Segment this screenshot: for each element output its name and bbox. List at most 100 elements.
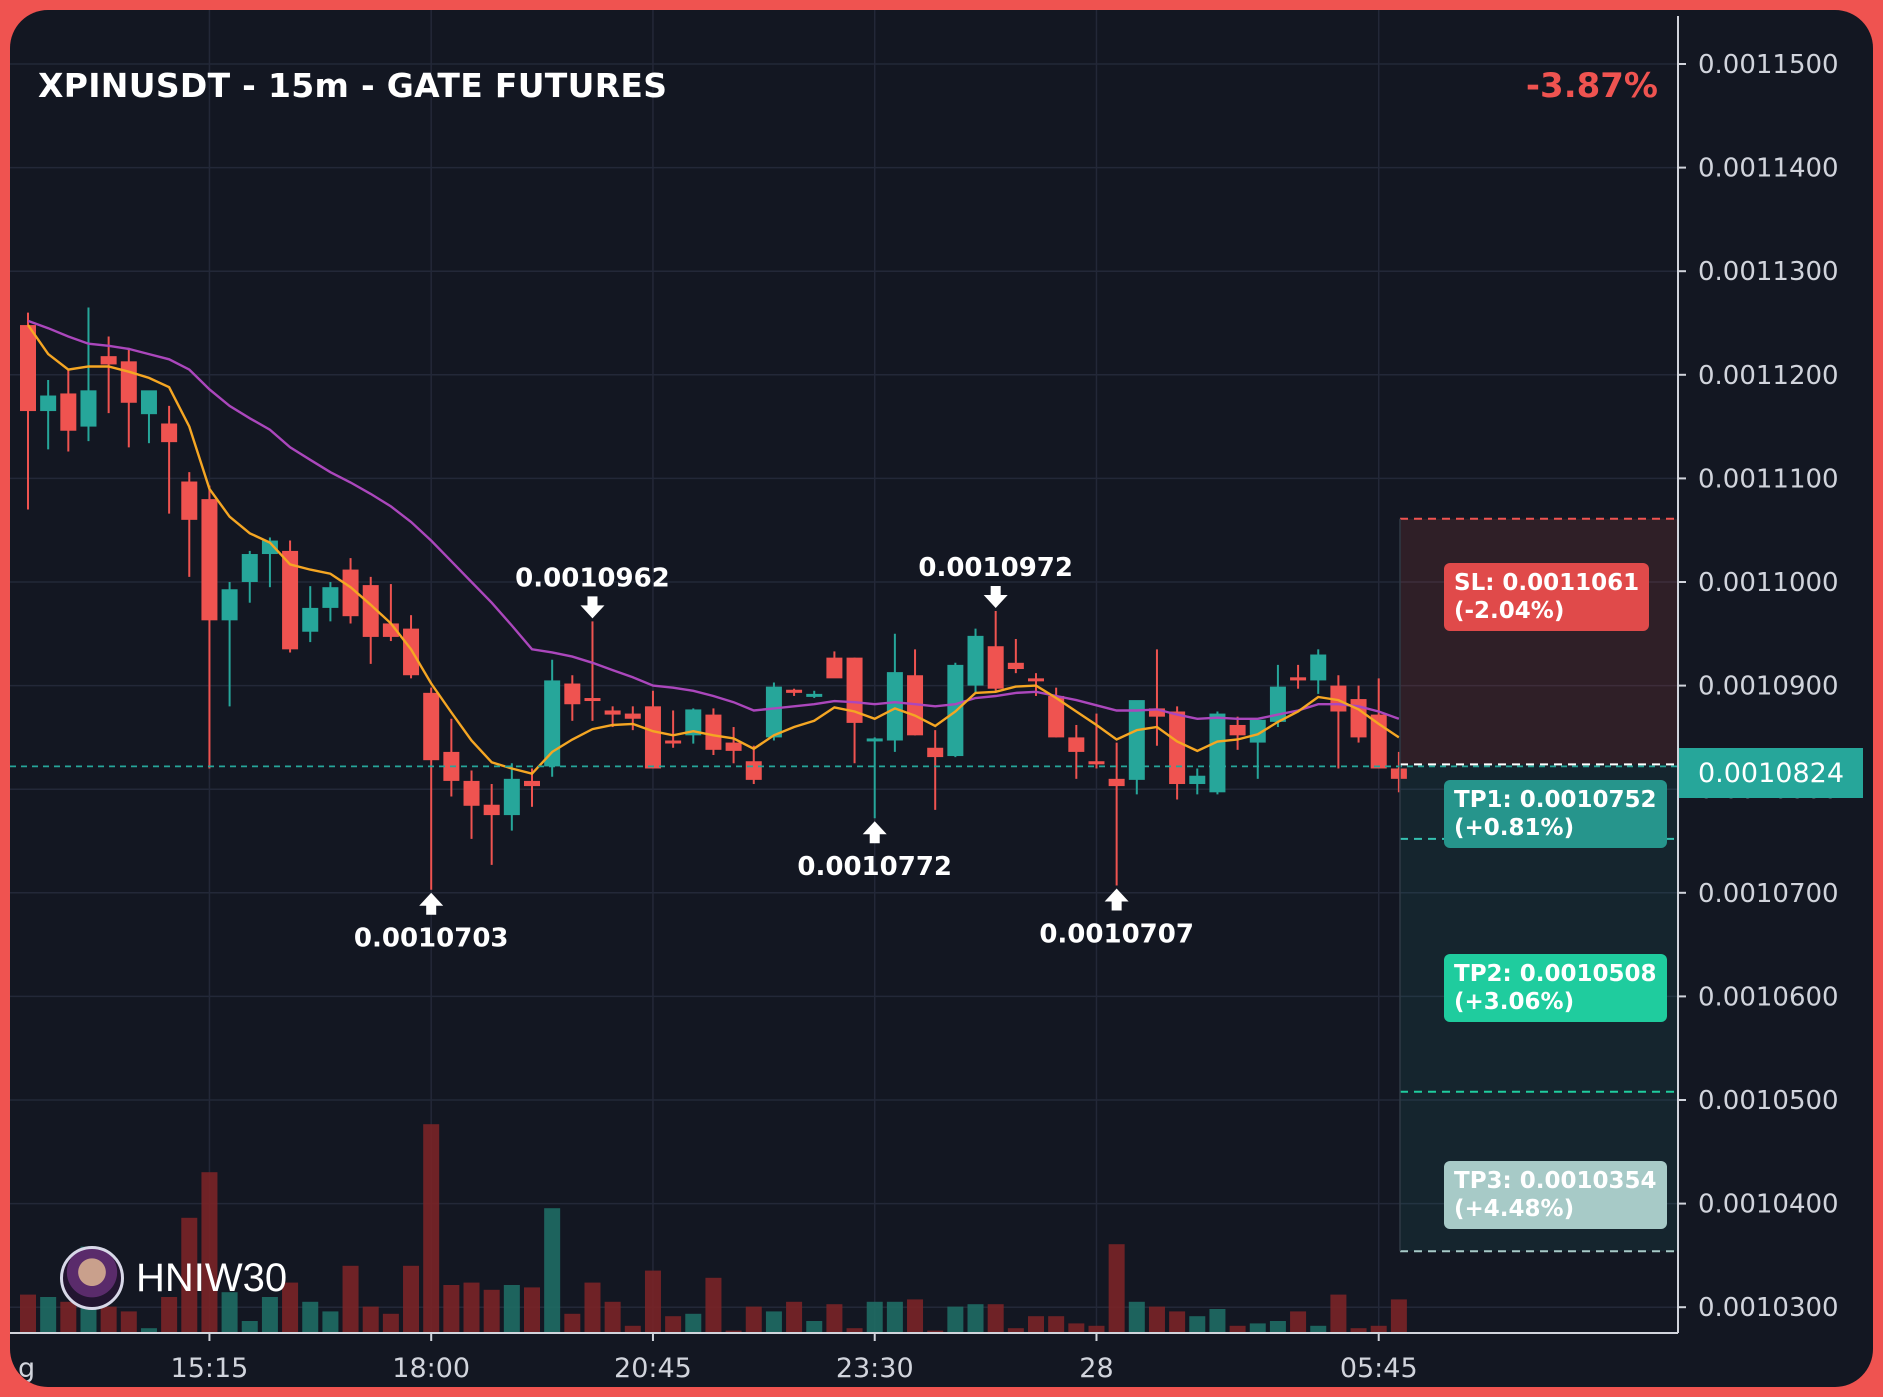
moving-averages (27, 319, 1400, 776)
volume-bar (745, 1306, 762, 1333)
sl-label: SL: 0.0011061 (-2.04%) (1444, 563, 1650, 631)
volume-bar (866, 1301, 883, 1333)
candle (201, 485, 218, 769)
volume-bar (1128, 1301, 1145, 1333)
arrow-up-icon (1104, 888, 1129, 911)
price-change: -3.87% (1525, 66, 1658, 106)
candle (161, 405, 178, 514)
candle (786, 688, 803, 696)
candle (241, 550, 258, 603)
candle-body (826, 657, 843, 679)
candle-body (1189, 775, 1206, 785)
volume-bar (624, 1325, 641, 1333)
candle (1229, 716, 1246, 750)
y-tick-label: 0.0011100 (1698, 464, 1839, 494)
candle (886, 633, 903, 752)
current-price-badge: 0.0010824 (1679, 748, 1863, 798)
volume-bar (665, 1316, 682, 1333)
volume-bar (644, 1270, 661, 1333)
candle (1007, 638, 1024, 674)
candle (443, 718, 460, 797)
volume-bar (302, 1301, 319, 1333)
annotation-text: 0.0010707 (1039, 920, 1194, 950)
y-tick-label: 0.0011300 (1698, 257, 1839, 287)
price-annotations: 0.0010962 0.0010972 0.0010703 0.0010772 0.00… (354, 553, 1194, 954)
watermark: HNIW30 (60, 1246, 287, 1310)
candle (80, 307, 97, 442)
volume-bar (846, 1328, 863, 1333)
volume-bar (524, 1287, 540, 1333)
x-tick-label: 28 (1079, 1353, 1113, 1384)
candle-body (765, 686, 782, 738)
volume-bar (463, 1282, 480, 1333)
candle-body (1007, 662, 1024, 670)
volume-bar (161, 1297, 178, 1333)
candle-body (987, 646, 1004, 689)
volume-bar (564, 1313, 581, 1333)
candle (907, 649, 924, 736)
watermark-name: HNIW30 (136, 1255, 288, 1300)
volume-bar (1189, 1316, 1206, 1333)
chart-frame: 0.0010962 0.0010972 0.0010703 0.0010772 0.00… (10, 10, 1873, 1387)
candle-body (564, 683, 581, 705)
volume-bar (503, 1285, 520, 1333)
candle (20, 312, 36, 510)
volume-bar (1269, 1321, 1286, 1333)
candle (765, 682, 782, 741)
volume-bar (1390, 1299, 1407, 1333)
volume-bar (322, 1311, 339, 1333)
x-tick-label: 15:15 (171, 1353, 249, 1384)
volume-bar (967, 1304, 984, 1333)
candle (826, 651, 843, 679)
candle-body (201, 499, 218, 621)
candle-body (322, 587, 339, 608)
candle (1189, 768, 1206, 795)
candle (927, 730, 944, 810)
y-tick-label: 0.0010500 (1698, 1086, 1839, 1116)
x-tick-label: 23:30 (836, 1353, 914, 1384)
volume-bar (604, 1301, 621, 1333)
candle (503, 763, 520, 831)
stop-loss-zone (1400, 518, 1678, 765)
volume-bar (120, 1311, 137, 1333)
candle (1148, 649, 1165, 746)
volume-bar (584, 1282, 601, 1333)
volume-bar (806, 1321, 823, 1333)
volume-bar (1370, 1325, 1387, 1333)
y-tick-label: 0.0011200 (1698, 361, 1839, 391)
candle-body (967, 635, 984, 686)
y-tick-label: 0.0011400 (1698, 154, 1839, 184)
candle (1310, 649, 1327, 694)
candle (362, 576, 379, 664)
candle-body (1128, 700, 1145, 780)
candle (1249, 719, 1266, 779)
candle-body (1290, 677, 1307, 681)
candle (806, 690, 823, 699)
candle (1169, 706, 1186, 800)
volume-bar (1229, 1325, 1246, 1333)
candle-body (1370, 714, 1387, 769)
candle-body (503, 778, 520, 816)
arrow-down-icon (983, 586, 1008, 609)
candle-body (181, 481, 198, 520)
avatar-icon (60, 1246, 124, 1310)
candle-body (241, 554, 258, 582)
price-annotation: 0.0010962 (515, 563, 670, 619)
volume-bar (685, 1313, 702, 1333)
candle-body (100, 356, 117, 365)
volume-bar (1068, 1323, 1085, 1333)
candle-body (685, 709, 702, 736)
candle (1390, 751, 1407, 793)
candle-body (745, 761, 762, 780)
volume-bar (423, 1124, 440, 1333)
candle (705, 708, 722, 756)
candle-body (221, 589, 238, 621)
candle (322, 582, 339, 622)
candle-body (725, 742, 742, 751)
volume-bar (1088, 1325, 1105, 1333)
candle (1088, 713, 1105, 769)
candle-body (665, 740, 682, 744)
arrow-up-icon (862, 821, 887, 844)
candle (463, 770, 480, 839)
volume-bar (826, 1304, 843, 1333)
